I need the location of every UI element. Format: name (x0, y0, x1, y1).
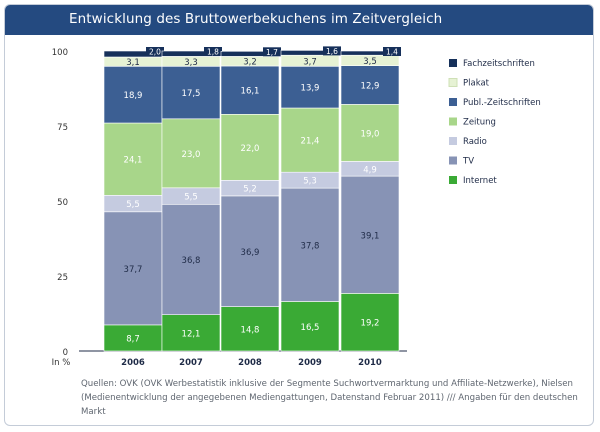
x-tick-label: 2006 (121, 358, 145, 368)
chart-card: Entwicklung des Bruttowerbekuchens im Ze… (4, 4, 594, 426)
bar-segment-publ-zeitschriften (340, 65, 400, 105)
top-value-box (146, 47, 164, 56)
bar-value-label: 1,7 (266, 48, 278, 57)
bar-value-label: 13,9 (301, 84, 320, 94)
bar-value-label: 23,0 (182, 150, 201, 160)
bar-value-label: 4,9 (363, 165, 377, 175)
bar-segment-publ-zeitschriften (220, 65, 280, 115)
bar-value-label: 3,3 (184, 58, 198, 68)
x-tick-label: 2008 (238, 358, 262, 368)
bar-value-label: 3,7 (303, 57, 317, 67)
bar-value-label: 16,1 (241, 87, 260, 97)
x-tick-label: 2009 (298, 358, 322, 368)
bar-value-label: 21,4 (301, 137, 320, 147)
bar-value-label: 12,9 (361, 82, 380, 92)
legend-label: Fachzeitschriften (463, 59, 535, 69)
top-value-box (383, 47, 401, 56)
bar-segment-internet (220, 306, 280, 352)
bar-segment-zeitung (220, 114, 280, 181)
y-tick-label: 100 (52, 48, 68, 58)
y-tick-label: 0 (63, 348, 68, 358)
bar-value-label: 24,1 (124, 156, 143, 166)
bar-segment-zeitung (340, 104, 400, 162)
y-tick-label: 25 (57, 273, 68, 283)
bar-value-label: 37,8 (301, 241, 320, 251)
legend-label: TV (462, 157, 474, 167)
sources-note: Quellen: OVK (OVK Werbestatistik inklusi… (81, 379, 578, 417)
legend-label: Zeitung (463, 118, 496, 128)
legend-label: Plakat (463, 79, 490, 89)
legend-swatch (449, 137, 457, 145)
legend-label: Internet (463, 176, 497, 186)
bar-value-label: 5,2 (243, 185, 257, 195)
bar-value-label: 17,5 (182, 89, 201, 99)
bar-value-label: 19,0 (361, 129, 380, 139)
bar-value-label: 1,4 (386, 48, 398, 57)
top-value-box (263, 47, 281, 57)
bar-segment-tv (220, 195, 280, 307)
x-axis-unit-label: In % (52, 358, 71, 368)
bar-value-label: 1,8 (207, 48, 219, 57)
bar-value-label: 39,1 (361, 231, 380, 241)
bar-value-label: 12,1 (182, 329, 201, 339)
bar-segment-publ-zeitschriften (103, 65, 163, 124)
legend-swatch (449, 117, 457, 126)
top-value-box (323, 46, 341, 56)
bar-segment-publ-zeitschriften (280, 65, 340, 109)
chart-title: Entwicklung des Bruttowerbekuchens im Ze… (69, 11, 443, 27)
bar-segment-tv (340, 175, 400, 294)
bar-value-label: 8,7 (126, 334, 140, 344)
bar-segment-internet (103, 324, 163, 352)
bar-value-label: 2,0 (149, 48, 161, 57)
legend-swatch (449, 176, 457, 184)
bar-value-label: 16,5 (301, 323, 320, 333)
bar-value-label: 37,7 (124, 265, 143, 275)
bar-segment-internet (280, 301, 340, 352)
bar-segment-zeitung (103, 122, 163, 196)
bar-segment-publ-zeitschriften (161, 65, 221, 120)
bar-value-label: 36,9 (241, 248, 260, 258)
bar-value-label: 3,2 (243, 58, 257, 68)
bar-segment-tv (280, 187, 340, 302)
bar-value-label: 18,9 (124, 91, 143, 101)
legend-swatch (449, 156, 457, 165)
bar-value-label: 3,1 (126, 58, 140, 68)
legend-label: Publ.-Zeitschriften (463, 98, 541, 108)
bar-value-label: 14,8 (241, 325, 260, 335)
bar-value-label: 36,8 (182, 256, 201, 266)
x-tick-label: 2010 (358, 358, 382, 368)
legend-label: Radio (463, 137, 487, 147)
legend-swatch (449, 59, 457, 67)
header-bar: Entwicklung des Bruttowerbekuchens im Ze… (5, 5, 593, 35)
legend-swatch (449, 98, 457, 106)
stacked-bar-chart: 0 25 50 75 100 In % 8,7 37,7 5,5 24,1 18,9 3,1 2,0 20… (52, 46, 541, 368)
bar-value-label: 19,2 (361, 319, 380, 329)
bar-value-label: 5,3 (303, 177, 317, 187)
bar-value-label: 5,5 (184, 193, 198, 203)
x-tick-label: 2007 (179, 358, 203, 368)
bar-value-label: 22,0 (241, 144, 260, 154)
bar-value-label: 5,5 (126, 200, 140, 210)
bar-segment-zeitung (280, 107, 340, 173)
legend-swatch (448, 78, 458, 87)
bar-segment-zeitung (161, 118, 221, 189)
top-value-box (204, 47, 222, 56)
bar-value-label: 1,6 (326, 47, 338, 56)
bar-value-label: 3,5 (363, 57, 377, 67)
y-tick-label: 50 (57, 198, 68, 208)
y-tick-label: 75 (57, 123, 68, 133)
bar-segment-internet (340, 293, 400, 352)
